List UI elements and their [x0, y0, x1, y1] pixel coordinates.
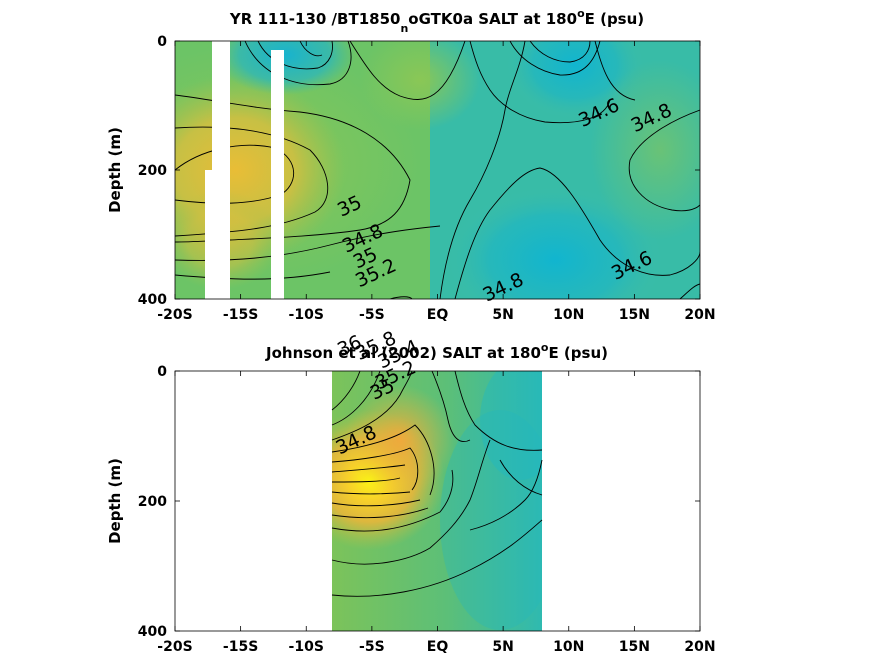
- x-tick-label: EQ: [427, 639, 449, 655]
- x-tick-label: -15S: [223, 307, 258, 323]
- y-tick-label: 400: [138, 624, 167, 640]
- panel-1-y-axis: 0 200 400: [138, 34, 700, 308]
- panel-2: Johnson et al (2002) SALT at 180oE (psu): [106, 243, 716, 655]
- panel-1-title: YR 111-130 /BT1850noGTK0a SALT at 180oE …: [229, 7, 644, 35]
- x-tick-label: 10N: [553, 307, 584, 323]
- x-tick-label: -10S: [289, 307, 324, 323]
- panel-2-x-axis: -20S -15S -10S -5S EQ 5N 10N 15N 20N: [157, 371, 716, 655]
- y-tick-label: 0: [157, 34, 167, 50]
- panel-1-x-axis: -20S -15S -10S -5S EQ 5N 10N 15N 20N: [157, 41, 716, 323]
- x-tick-label: 5N: [492, 639, 513, 655]
- panel-1-field: [175, 41, 700, 299]
- x-tick-label: 15N: [619, 639, 650, 655]
- y-tick-label: 200: [138, 494, 167, 510]
- x-tick-label: -10S: [289, 639, 324, 655]
- y-tick-label: 0: [157, 364, 167, 380]
- x-tick-label: 15N: [619, 307, 650, 323]
- x-tick-label: -5S: [359, 307, 385, 323]
- x-tick-label: -20S: [157, 307, 192, 323]
- y-tick-label: 400: [138, 292, 167, 308]
- x-tick-label: -15S: [223, 639, 258, 655]
- panel-1-y-label: Depth (m): [106, 127, 124, 213]
- panel-2-y-label: Depth (m): [106, 458, 124, 544]
- x-tick-label: EQ: [427, 307, 449, 323]
- panel-2-y-axis: 0 200 400: [138, 364, 700, 640]
- x-tick-label: 5N: [492, 307, 513, 323]
- x-tick-label: -20S: [157, 639, 192, 655]
- x-tick-label: 10N: [553, 639, 584, 655]
- x-tick-label: -5S: [359, 639, 385, 655]
- panel-1-gaps: [205, 41, 284, 299]
- panel-2-title: Johnson et al (2002) SALT at 180oE (psu): [265, 341, 608, 362]
- x-tick-label: 20N: [684, 307, 715, 323]
- y-tick-label: 200: [138, 163, 167, 179]
- panel-2-field: [175, 371, 700, 631]
- x-tick-label: 20N: [684, 639, 715, 655]
- panel-1: YR 111-130 /BT1850noGTK0a SALT at 180oE …: [106, 7, 716, 323]
